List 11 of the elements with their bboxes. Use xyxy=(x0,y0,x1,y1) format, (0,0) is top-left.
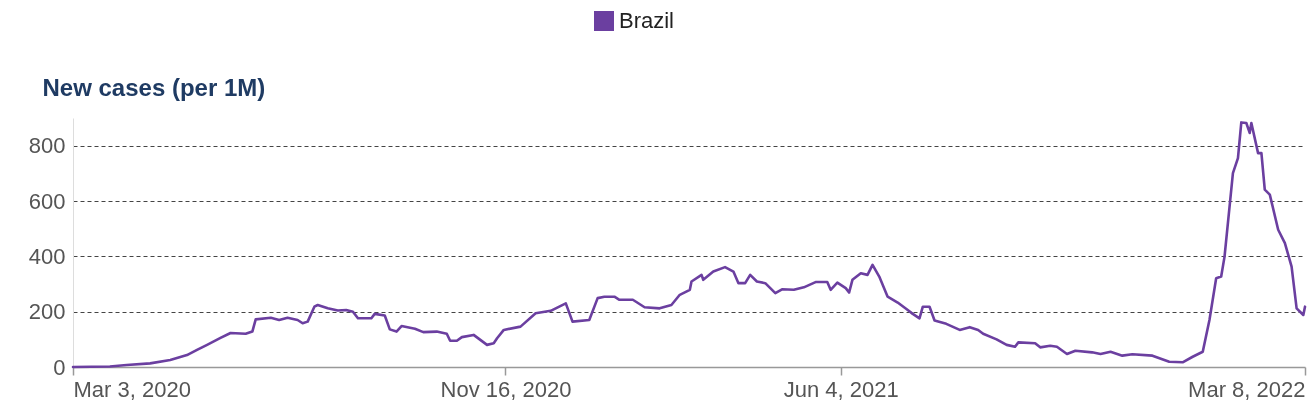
x-tick-label: Jun 4, 2021 xyxy=(783,376,899,402)
x-tick-label: Nov 16, 2020 xyxy=(440,376,572,402)
y-tick-label: 0 xyxy=(53,354,66,380)
y-axis-title: New cases (per 1M) xyxy=(42,73,266,101)
x-tick-label: Mar 3, 2020 xyxy=(73,376,191,402)
y-tick-label: 800 xyxy=(28,133,66,159)
y-tick-label: 200 xyxy=(28,299,66,325)
y-tick-label: 600 xyxy=(28,188,66,214)
y-tick-label: 400 xyxy=(28,243,66,269)
legend-label: Brazil xyxy=(619,8,675,33)
x-tick-label: Mar 8, 2022 xyxy=(1188,376,1306,402)
